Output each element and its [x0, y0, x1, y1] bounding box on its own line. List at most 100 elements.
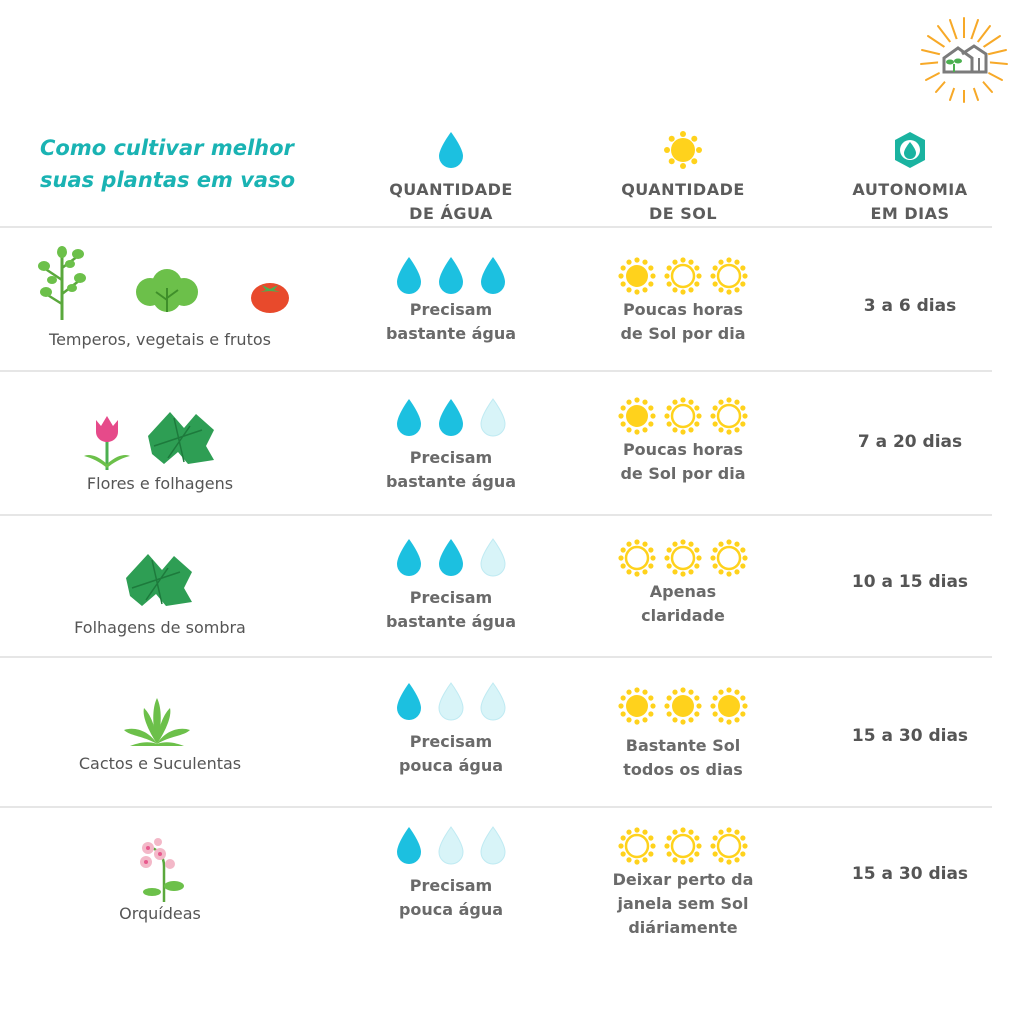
water-drop-filled-icon [439, 539, 463, 576]
autonomy-drop-icon [820, 128, 1000, 172]
sun-outline-icon [710, 257, 748, 295]
autonomy-days: 15 a 30 dias [851, 864, 969, 884]
plant-cell: Orquídeas [10, 820, 310, 923]
header-water-line-2: DE ÁGUA [409, 204, 493, 223]
plant-cell: Flores e folhagens [10, 384, 310, 493]
water-drop-empty-icon [480, 826, 506, 865]
header-autonomy-line-1: AUTONOMIA [852, 180, 968, 199]
divider [0, 226, 992, 228]
sun-cell: Poucas horas de Sol por dia [593, 254, 773, 346]
sun-cell: Deixar perto da janela sem Sol diáriamen… [593, 824, 773, 940]
water-text-line-2: pouca água [398, 900, 504, 919]
water-drop-empty-icon [438, 826, 464, 865]
sun-filled-icon [618, 257, 656, 295]
foliage-icon [144, 406, 218, 468]
water-drop-empty-icon [480, 682, 506, 721]
sun-outline-icon [618, 827, 656, 865]
tomato-icon [250, 276, 290, 314]
sun-cell: Bastante Sol todos os dias [593, 684, 773, 782]
sun-level [593, 684, 773, 728]
sun-text-line-2: claridade [641, 606, 725, 625]
water-cell: Precisam pouca água [361, 824, 541, 922]
sun-text-line-1: Deixar perto da [612, 870, 754, 889]
water-text-line-2: bastante água [385, 324, 517, 343]
water-drop-filled-icon [397, 683, 421, 720]
water-text-line-1: Precisam [409, 732, 493, 751]
header-water: QUANTIDADE DE ÁGUA [361, 128, 541, 226]
tulip-icon [82, 414, 132, 470]
title-line-2: suas plantas em vaso [40, 168, 296, 192]
sun-text-line-1: Poucas horas [622, 440, 744, 459]
header-sun: QUANTIDADE DE SOL [593, 128, 773, 226]
plant-cell: Temperos, vegetais e frutos [10, 240, 310, 349]
water-drop-filled-icon [397, 399, 421, 436]
sun-level [593, 824, 773, 868]
orchid-icon [134, 838, 186, 902]
herb-icon [32, 244, 92, 320]
water-drop-filled-icon [397, 827, 421, 864]
divider [0, 656, 992, 658]
water-text-line-2: bastante água [385, 472, 517, 491]
water-cell: Precisam pouca água [361, 680, 541, 778]
water-drop-filled-icon [481, 257, 505, 294]
sun-level [593, 254, 773, 298]
sun-icon [593, 128, 773, 172]
sun-outline-icon [710, 539, 748, 577]
page-title: Como cultivar melhor suas plantas em vas… [40, 132, 340, 196]
shade-foliage-icon [122, 548, 196, 610]
water-text-line-2: pouca água [398, 756, 504, 775]
header-autonomy-line-2: EM DIAS [870, 204, 950, 223]
water-drop-empty-icon [438, 682, 464, 721]
sun-text-line-3: diáriamente [628, 918, 738, 937]
plant-name: Flores e folhagens [86, 474, 234, 493]
sun-outline-icon [618, 539, 656, 577]
brand-logo [918, 14, 1010, 106]
divider [0, 514, 992, 516]
title-line-1: Como cultivar melhor [40, 136, 294, 160]
sun-outline-icon [664, 539, 702, 577]
sun-filled-icon [664, 687, 702, 725]
water-cell: Precisam bastante água [361, 254, 541, 346]
sun-outline-icon [664, 397, 702, 435]
water-level [361, 396, 541, 440]
plant-name: Folhagens de sombra [74, 618, 246, 637]
autonomy-days: 10 a 15 dias [851, 572, 969, 592]
sun-outline-icon [664, 257, 702, 295]
sun-text-line-2: de Sol por dia [620, 464, 746, 483]
water-drop-icon [361, 128, 541, 172]
header-water-line-1: QUANTIDADE [389, 180, 513, 199]
plant-name: Temperos, vegetais e frutos [49, 330, 271, 349]
water-level [361, 824, 541, 868]
sun-text-line-1: Apenas [649, 582, 717, 601]
sun-text-line-2: todos os dias [623, 760, 743, 779]
sun-filled-icon [618, 397, 656, 435]
water-level [361, 254, 541, 298]
sun-outline-icon [710, 827, 748, 865]
water-drop-filled-icon [397, 539, 421, 576]
plant-name: Cactos e Suculentas [78, 754, 242, 773]
water-text-line-1: Precisam [409, 448, 493, 467]
header-sun-line-2: DE SOL [648, 204, 718, 223]
autonomy-days: 3 a 6 dias [863, 296, 957, 316]
water-drop-filled-icon [397, 257, 421, 294]
sun-level [593, 394, 773, 438]
water-drop-empty-icon [480, 538, 506, 577]
water-text-line-1: Precisam [409, 588, 493, 607]
sun-text-line-2: de Sol por dia [620, 324, 746, 343]
sun-level [593, 536, 773, 580]
sun-cell: Poucas horas de Sol por dia [593, 394, 773, 486]
autonomy-days: 7 a 20 dias [857, 432, 963, 452]
water-drop-filled-icon [439, 257, 463, 294]
plant-name: Orquídeas [119, 904, 201, 923]
sun-filled-icon [710, 687, 748, 725]
succulent-icon [122, 696, 192, 746]
sun-text-line-1: Bastante Sol [625, 736, 741, 755]
water-cell: Precisam bastante água [361, 396, 541, 494]
water-text-line-2: bastante água [385, 612, 517, 631]
plant-cell: Folhagens de sombra [10, 528, 310, 637]
sun-outline-icon [664, 827, 702, 865]
water-level [361, 536, 541, 580]
water-cell: Precisam bastante água [361, 536, 541, 634]
water-text-line-1: Precisam [409, 876, 493, 895]
divider [0, 806, 992, 808]
